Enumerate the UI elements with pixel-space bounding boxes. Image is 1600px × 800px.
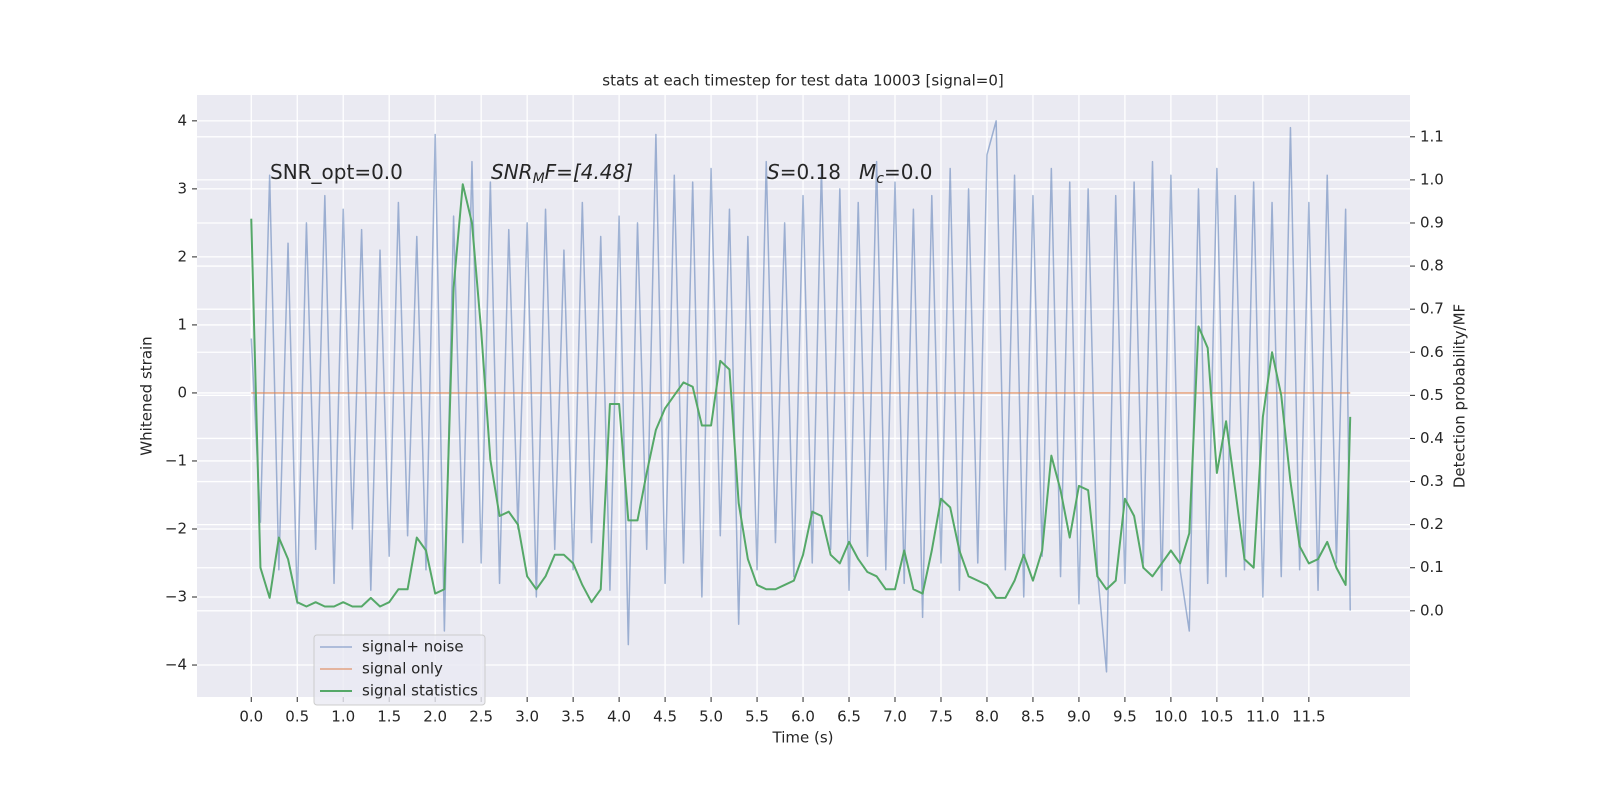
chart-title: stats at each timestep for test data 100… <box>602 72 1003 90</box>
x-tick-label: 6.5 <box>837 708 861 726</box>
y2-tick-label: 0.8 <box>1420 257 1444 275</box>
annotation: S=0.18 <box>767 160 841 184</box>
x-tick-label: 5.0 <box>699 708 723 726</box>
annotation-part: =0.18 <box>780 160 841 184</box>
y2-tick-label: 1.1 <box>1420 127 1444 145</box>
y2-tick-label: 1.0 <box>1420 170 1444 188</box>
x-tick-label: 4.5 <box>653 708 677 726</box>
y-axis-label: Whitened strain <box>138 336 156 455</box>
x-tick-label: 6.0 <box>791 708 815 726</box>
x-tick-label: 9.5 <box>1113 708 1137 726</box>
legend-label: signal only <box>362 660 443 678</box>
x-tick-label: 1.0 <box>331 708 355 726</box>
y2-tick-label: 0.9 <box>1420 213 1444 231</box>
x-tick-label: 7.0 <box>883 708 907 726</box>
y2-tick-label: 0.0 <box>1420 601 1444 619</box>
x-tick-label: 5.5 <box>745 708 769 726</box>
x-tick-label: 11.5 <box>1292 708 1325 726</box>
y-tick-label: 4 <box>177 111 187 129</box>
y2-tick-label: 0.6 <box>1420 343 1444 361</box>
annotation: Mc=0.0 <box>859 160 933 188</box>
x-tick-label: 0.5 <box>285 708 309 726</box>
y-tick-label: 3 <box>177 179 187 197</box>
legend-label: signal statistics <box>362 682 478 700</box>
y2-tick-label: 0.1 <box>1420 558 1444 576</box>
x-tick-label: 10.5 <box>1200 708 1233 726</box>
x-tick-label: 3.5 <box>561 708 585 726</box>
series-line <box>250 120 1351 673</box>
annotation-part: SNR_opt=0.0 <box>270 160 403 184</box>
y2-tick-label: 0.7 <box>1420 300 1444 318</box>
annotation: SNR_opt=0.0 <box>270 160 403 184</box>
annotation-part: =0.0 <box>884 160 933 184</box>
y2-tick-label: 0.4 <box>1420 429 1444 447</box>
x-tick-label: 8.5 <box>1021 708 1045 726</box>
y2-tick-label: 0.3 <box>1420 472 1444 490</box>
legend-box <box>313 634 486 706</box>
x-tick-label: 10.0 <box>1154 708 1187 726</box>
x-tick-label: 9.0 <box>1067 708 1091 726</box>
y-tick-label: 0 <box>177 383 187 401</box>
y2-axis-label: Detection probability/MF <box>1451 304 1469 488</box>
annotation-part: SNR <box>491 160 533 184</box>
y2-tick-label: 0.2 <box>1420 515 1444 533</box>
x-tick-label: 1.5 <box>377 708 401 726</box>
x-tick-label: 11.0 <box>1246 708 1279 726</box>
y2-tick-label: 0.5 <box>1420 386 1444 404</box>
x-tick-label: 2.5 <box>469 708 493 726</box>
x-tick-label: 7.5 <box>929 708 953 726</box>
x-tick-label: 2.0 <box>423 708 447 726</box>
y-tick-label: 1 <box>177 315 187 333</box>
y-tick-label: −1 <box>165 451 187 469</box>
annotation-part: M <box>533 171 545 187</box>
x-axis-label: Time (s) <box>772 729 834 747</box>
x-tick-label: 4.0 <box>607 708 631 726</box>
y-tick-label: −3 <box>165 588 187 606</box>
legend-label: signal+ noise <box>362 638 464 656</box>
annotation-part: M <box>859 160 876 184</box>
annotation-part: F=[4.48] <box>545 160 633 184</box>
series-line <box>250 183 1352 608</box>
annotation-part: S <box>767 160 780 184</box>
x-tick-label: 3.0 <box>515 708 539 726</box>
annotation-part: c <box>876 171 884 187</box>
y-tick-label: −2 <box>165 519 187 537</box>
x-tick-label: 8.0 <box>975 708 999 726</box>
annotation: SNRMF=[4.48] <box>491 160 633 188</box>
x-tick-label: 0.0 <box>239 708 263 726</box>
y-tick-label: −4 <box>165 656 187 674</box>
y-tick-label: 2 <box>177 247 187 265</box>
